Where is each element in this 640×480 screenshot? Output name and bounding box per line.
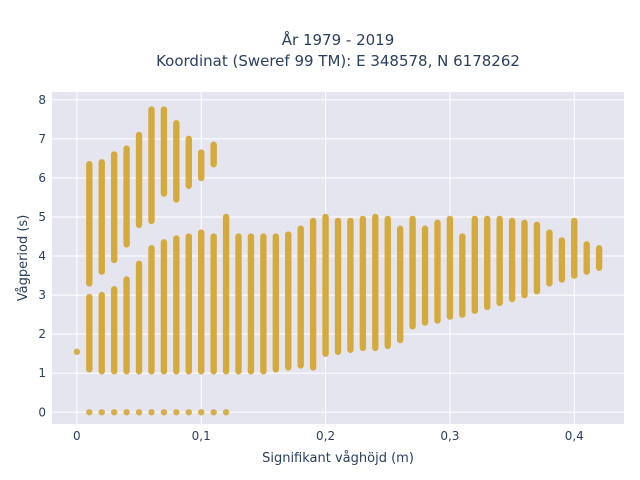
x-axis-label: Signifikant våghöjd (m) [262,451,414,466]
y-tick-label: 8 [38,93,46,107]
chart-title-line-1: År 1979 - 2019 [282,30,395,49]
data-point [173,409,180,416]
y-tick-label: 6 [38,171,46,185]
y-tick-label: 2 [38,327,46,341]
y-tick-label: 7 [38,132,46,146]
x-tick-label: 0,2 [316,429,335,443]
data-point [198,409,205,416]
y-tick-label: 3 [38,288,46,302]
data-point [110,409,118,416]
data-point [210,409,217,416]
y-axis-ticks: 0 1 2 3 4 5 6 7 8 [38,93,46,419]
y-tick-label: 0 [38,405,46,419]
chart-title-line-2: Koordinat (Sweref 99 TM): E 348578, N 61… [156,52,520,70]
x-tick-label: 0,3 [440,429,459,443]
y-tick-label: 4 [38,249,46,263]
data-point [98,409,105,416]
x-axis-ticks: 0 0,1 0,2 0,3 0,4 [73,429,584,443]
x-tick-label: 0 [73,429,81,443]
data-point [222,409,230,416]
data-point [86,409,93,416]
data-point [185,409,192,416]
x-tick-label: 0,1 [192,429,211,443]
data-point [73,348,81,355]
x-tick-label: 0,4 [565,429,584,443]
y-axis-label: Vågperiod (s) [16,215,31,302]
data-point [123,409,130,416]
y-tick-label: 5 [38,210,46,224]
data-point [135,409,143,416]
data-points [73,106,603,416]
y-tick-label: 1 [38,366,46,380]
data-point [148,409,155,416]
data-point [160,409,168,416]
